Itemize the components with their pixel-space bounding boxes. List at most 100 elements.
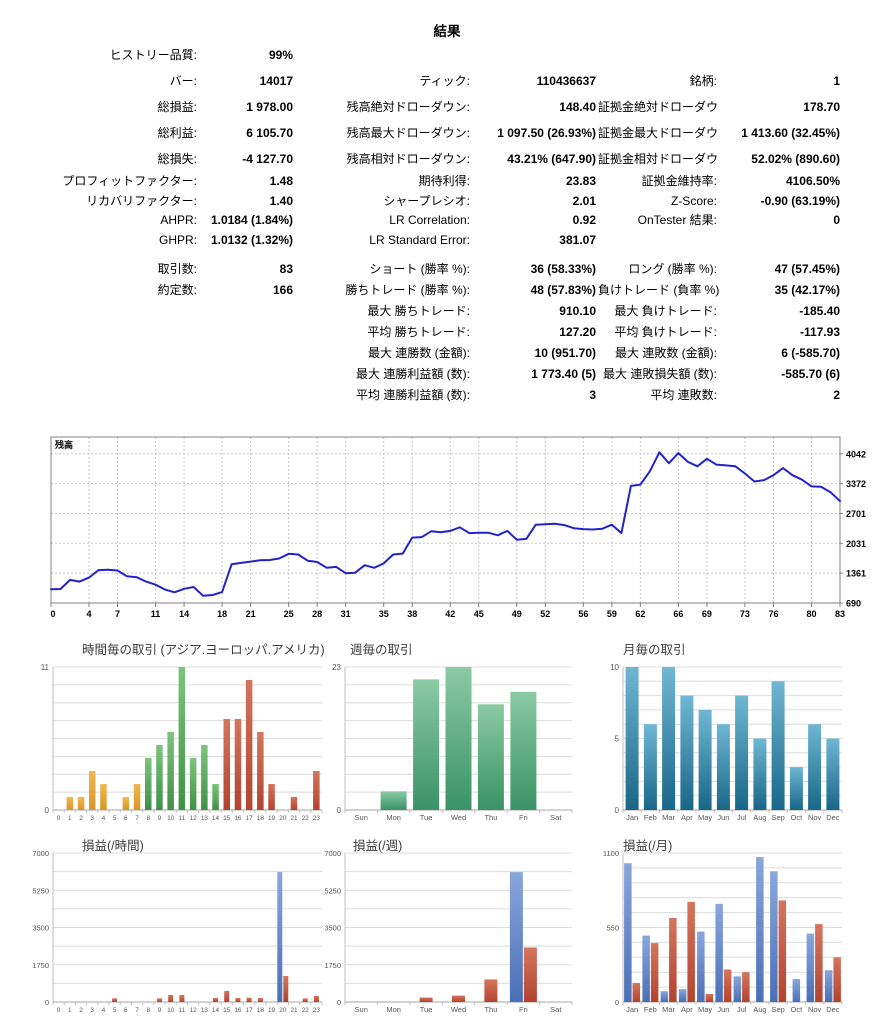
svg-text:3: 3 (90, 1007, 94, 1014)
svg-text:1750: 1750 (32, 961, 49, 970)
svg-text:76: 76 (768, 609, 778, 619)
svg-text:69: 69 (702, 609, 712, 619)
svg-text:35: 35 (379, 609, 389, 619)
stat-value (200, 343, 295, 364)
svg-text:4042: 4042 (846, 449, 866, 459)
svg-text:23: 23 (332, 663, 341, 672)
stat-label: 取引数: (157, 262, 197, 276)
stat-label (0, 301, 200, 322)
stat-value: -117.93 (799, 325, 840, 339)
stat-label: 証拠金最大ドローダウン: (598, 126, 720, 140)
stat-value: 1.0132 (1.32%) (210, 232, 293, 247)
svg-text:13: 13 (201, 815, 209, 822)
svg-text:10: 10 (167, 815, 175, 822)
svg-text:May: May (698, 813, 712, 822)
svg-text:73: 73 (740, 609, 750, 619)
svg-text:Sep: Sep (771, 1005, 784, 1014)
stat-label: 平均 勝ちトレード: (367, 325, 470, 339)
svg-text:0: 0 (615, 806, 620, 815)
stat-label: 期待利得: (418, 174, 470, 188)
svg-text:59: 59 (607, 609, 617, 619)
svg-text:12: 12 (189, 1007, 197, 1014)
svg-text:Dec: Dec (826, 1005, 840, 1014)
stat-value: 36 (58.33%) (530, 262, 596, 276)
svg-text:Thu: Thu (484, 1005, 497, 1014)
svg-text:5250: 5250 (324, 886, 341, 895)
svg-text:16: 16 (234, 815, 242, 822)
stat-value: 3 (589, 388, 596, 402)
svg-text:May: May (698, 1005, 712, 1014)
stat-label: ヒストリー品質: (109, 48, 197, 62)
svg-text:1: 1 (68, 815, 72, 822)
stat-value: 1 773.40 (5) (531, 367, 596, 381)
stat-label: 最大 勝ちトレード: (367, 304, 470, 318)
svg-text:23: 23 (313, 815, 321, 822)
svg-text:1361: 1361 (846, 569, 866, 579)
stat-value (473, 42, 598, 68)
svg-text:0: 0 (337, 806, 342, 815)
stat-label: 負けトレード (負率 %): (598, 283, 720, 297)
stat-label: 平均 連勝利益額 (数): (356, 388, 470, 402)
svg-text:18: 18 (257, 1007, 265, 1014)
svg-text:10: 10 (610, 663, 619, 672)
stat-value: -0.90 (63.19%) (760, 193, 840, 208)
svg-text:0: 0 (615, 998, 619, 1007)
svg-text:Jun: Jun (717, 1005, 729, 1014)
svg-text:15: 15 (223, 815, 231, 822)
stat-label: リカバリファクター: (86, 193, 197, 208)
svg-text:7000: 7000 (324, 849, 341, 858)
svg-text:時間毎の取引 (アジア.ヨーロッパ.アメリカ): 時間毎の取引 (アジア.ヨーロッパ.アメリカ) (82, 642, 325, 657)
trades-by-month-chart: 0 5 10 Jan Feb Mar Apr May Jun Jul Aug Sep Oct Nov Dec… (610, 642, 843, 822)
stat-value: 0.92 (572, 213, 596, 227)
svg-text:11: 11 (179, 1007, 186, 1014)
svg-text:Mar: Mar (662, 813, 675, 822)
stat-value: 83 (279, 262, 293, 276)
svg-text:Tue: Tue (420, 1005, 433, 1014)
svg-text:Apr: Apr (681, 813, 693, 822)
svg-text:14: 14 (212, 815, 220, 822)
svg-text:6: 6 (124, 1007, 128, 1014)
stat-label: 最大 連勝利益額 (数): (356, 367, 470, 381)
svg-text:Feb: Feb (644, 813, 657, 822)
svg-text:3500: 3500 (324, 924, 341, 933)
svg-text:Sun: Sun (355, 813, 368, 822)
svg-text:11: 11 (151, 609, 161, 619)
stat-value: 1 978.00 (246, 100, 293, 114)
stat-value: -4 127.70 (242, 152, 293, 166)
svg-text:Wed: Wed (451, 1005, 466, 1014)
svg-text:42: 42 (445, 609, 455, 619)
svg-text:4: 4 (102, 815, 106, 822)
svg-text:4: 4 (102, 1007, 106, 1014)
svg-text:4: 4 (87, 609, 92, 619)
svg-text:1100: 1100 (603, 849, 619, 858)
stat-value: 0 (833, 213, 840, 227)
svg-text:7: 7 (135, 1007, 139, 1014)
svg-text:Aug: Aug (753, 1005, 766, 1014)
svg-text:Mon: Mon (386, 1005, 401, 1014)
stat-label: 最大 連勝数 (金額): (368, 346, 470, 360)
svg-text:2031: 2031 (846, 539, 866, 549)
svg-text:17: 17 (246, 815, 254, 822)
svg-text:8: 8 (146, 815, 150, 822)
stat-label (598, 42, 720, 68)
stat-value: 110436637 (536, 74, 596, 88)
stat-label: 銘柄: (689, 74, 717, 88)
stat-value: 10 (951.70) (534, 346, 596, 360)
svg-text:Oct: Oct (791, 813, 804, 822)
stat-label: 最大 連敗損失額 (数): (603, 367, 717, 381)
svg-text:Mon: Mon (386, 813, 401, 822)
svg-text:Fri: Fri (519, 813, 528, 822)
stat-value (720, 42, 842, 68)
stat-value: -185.40 (799, 304, 840, 318)
stat-value: 1 413.60 (32.45%) (741, 126, 840, 140)
svg-text:5: 5 (113, 815, 117, 822)
svg-text:7000: 7000 (32, 849, 49, 858)
stat-value: 2 (833, 388, 840, 402)
svg-text:66: 66 (673, 609, 683, 619)
svg-text:83: 83 (835, 609, 845, 619)
svg-text:Nov: Nov (808, 813, 822, 822)
svg-text:15: 15 (223, 1007, 231, 1014)
stat-label: 総損益: (157, 100, 197, 114)
